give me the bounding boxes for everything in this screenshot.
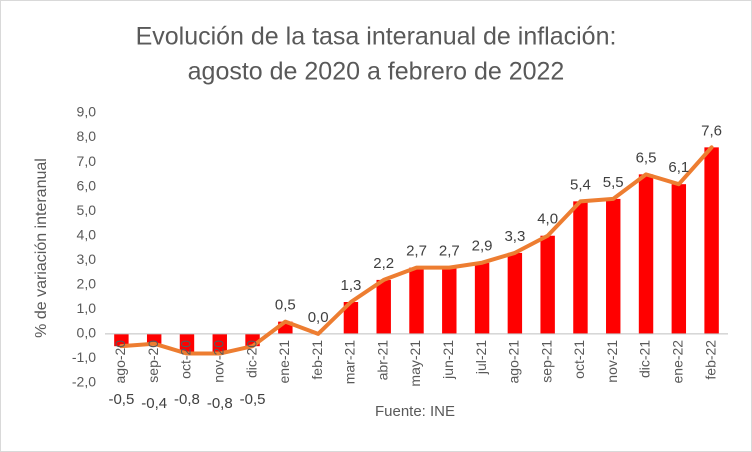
bar bbox=[114, 333, 129, 347]
bar bbox=[146, 333, 162, 344]
value-label: 2,7 bbox=[406, 243, 427, 260]
y-tick-label: 3,0 bbox=[77, 251, 97, 267]
x-tick-label: feb-21 bbox=[309, 340, 325, 380]
y-tick-label: 0,0 bbox=[77, 325, 97, 341]
y-tick-label: 1,0 bbox=[77, 300, 97, 316]
y-tick-label: -2,0 bbox=[72, 374, 96, 390]
x-tick-label: may-21 bbox=[407, 340, 423, 387]
chart-subtitle: agosto de 2020 a febrero de 2022 bbox=[188, 58, 565, 86]
x-tick-label: mar-21 bbox=[342, 340, 358, 385]
x-tick-label: abr-21 bbox=[374, 340, 390, 381]
value-label: -0,5 bbox=[108, 391, 134, 408]
x-tick-label: dic-21 bbox=[637, 340, 653, 378]
bar bbox=[507, 252, 523, 334]
y-tick-label: 6,0 bbox=[77, 177, 97, 193]
bar bbox=[606, 198, 621, 334]
bar bbox=[540, 235, 555, 334]
value-label: -0,4 bbox=[141, 395, 167, 412]
chart-title: Evolución de la tasa interanual de infla… bbox=[136, 23, 617, 51]
y-tick-label: 7,0 bbox=[77, 153, 97, 169]
y-tick-label: -1,0 bbox=[72, 349, 96, 365]
x-tick-label: ago-20 bbox=[112, 340, 128, 384]
value-label: -0,8 bbox=[207, 395, 233, 412]
value-label: 0,0 bbox=[308, 309, 329, 326]
value-label: 6,1 bbox=[668, 159, 689, 176]
x-tick-label: jun-21 bbox=[440, 340, 456, 380]
x-tick-label: nov-20 bbox=[210, 340, 226, 383]
bar bbox=[638, 174, 654, 334]
value-label: 7,6 bbox=[701, 122, 722, 139]
y-axis-label: % de variación interanual bbox=[33, 158, 50, 338]
x-tick-label: oct-21 bbox=[571, 340, 587, 379]
value-label: 3,3 bbox=[504, 228, 525, 245]
bar bbox=[179, 333, 195, 354]
x-tick-label: nov-21 bbox=[604, 340, 620, 383]
x-tick-label: sep-20 bbox=[145, 340, 161, 383]
value-label: 5,4 bbox=[570, 176, 591, 193]
y-tick-label: 8,0 bbox=[77, 128, 97, 144]
line bbox=[119, 145, 714, 356]
value-label: -0,8 bbox=[174, 391, 200, 408]
bar bbox=[671, 184, 687, 334]
x-tick-label: sep-21 bbox=[538, 340, 554, 383]
x-tick-label: ago-21 bbox=[506, 340, 522, 384]
value-label: 1,3 bbox=[340, 277, 361, 294]
y-tick-label: 5,0 bbox=[77, 202, 97, 218]
y-tick-label: 9,0 bbox=[77, 104, 97, 120]
bar bbox=[474, 262, 490, 334]
bar bbox=[376, 279, 391, 334]
value-label: 6,5 bbox=[636, 149, 657, 166]
value-label: 2,9 bbox=[472, 238, 493, 255]
bar bbox=[573, 201, 588, 334]
value-label: -0,5 bbox=[240, 391, 266, 408]
value-label: 2,2 bbox=[373, 255, 394, 272]
x-tick-label: dic-20 bbox=[243, 340, 259, 378]
value-label: 0,5 bbox=[275, 297, 296, 314]
bar bbox=[343, 302, 359, 334]
x-tick-label: feb-22 bbox=[702, 340, 718, 380]
source: Fuente: INE bbox=[375, 403, 455, 420]
bar bbox=[409, 267, 424, 334]
bar bbox=[212, 333, 227, 354]
y-tick-label: 2,0 bbox=[77, 276, 97, 292]
x-tick-label: jul-21 bbox=[473, 340, 489, 375]
value-label: 5,5 bbox=[603, 174, 624, 191]
value-label: 2,7 bbox=[439, 243, 460, 260]
bar bbox=[704, 147, 719, 334]
x-tick-label: ene-21 bbox=[276, 340, 292, 384]
x-tick-label: oct-20 bbox=[178, 340, 194, 379]
value-label: 4,0 bbox=[537, 211, 558, 228]
bar bbox=[442, 267, 457, 334]
y-tick-label: 4,0 bbox=[77, 226, 97, 242]
x-tick-label: ene-22 bbox=[670, 340, 686, 384]
